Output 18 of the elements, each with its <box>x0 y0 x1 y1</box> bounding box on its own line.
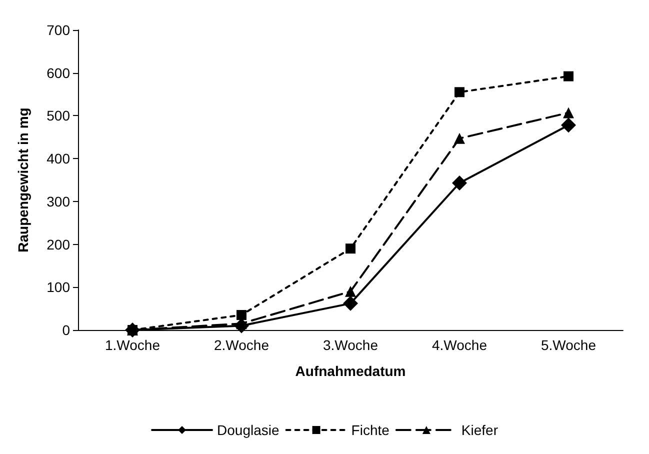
y-tick-label: 300 <box>46 193 70 210</box>
legend-label: Kiefer <box>461 422 498 438</box>
x-tick-label: 2.Woche <box>214 337 270 353</box>
y-axis-title: Raupengewicht in mg <box>15 108 31 252</box>
y-tick-label: 100 <box>46 279 70 296</box>
legend-label: Fichte <box>351 422 390 438</box>
x-axis-title: Aufnahmedatum <box>295 363 406 379</box>
x-tick-label: 4.Woche <box>432 337 488 353</box>
y-tick-label: 0 <box>62 322 70 338</box>
y-tick-label: 200 <box>46 236 70 252</box>
y-tick-label: 500 <box>46 108 70 124</box>
legend-label: Douglasie <box>217 422 280 438</box>
x-tick-label: 1.Woche <box>105 337 160 353</box>
x-tick-label: 3.Woche <box>323 337 378 353</box>
y-tick-label: 700 <box>46 22 70 38</box>
y-tick-label: 600 <box>46 64 70 81</box>
y-tick-label: 400 <box>46 150 70 167</box>
x-tick-label: 5.Woche <box>541 337 596 353</box>
